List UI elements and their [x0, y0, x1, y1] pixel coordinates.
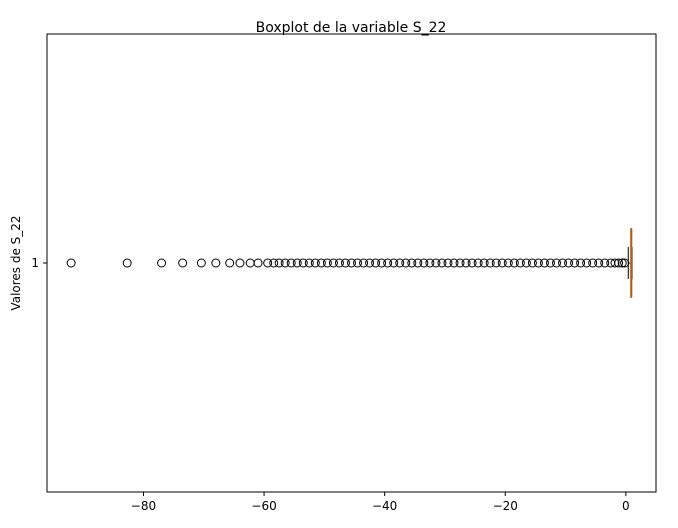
x-tick-label: −80 [131, 499, 156, 513]
outlier-point [389, 258, 399, 268]
outlier-point [473, 258, 483, 268]
outlier-point [157, 258, 167, 268]
outlier-point [600, 258, 610, 268]
outlier-point [328, 258, 338, 268]
y-axis: 1 [31, 256, 47, 270]
outlier-point [235, 258, 245, 268]
outlier-point [310, 258, 320, 268]
outlier-point [582, 258, 592, 268]
outlier-point [292, 258, 302, 268]
chart-title: Boxplot de la variable S_22 [256, 20, 447, 36]
outlier-point [485, 258, 495, 268]
outlier-point [479, 258, 489, 268]
outlier-point [322, 258, 332, 268]
outlier-point [253, 258, 263, 268]
outlier-point [610, 258, 620, 268]
outlier-point [365, 258, 375, 268]
y-tick-label: 1 [31, 256, 39, 270]
outlier-point [545, 258, 555, 268]
outlier-point [620, 258, 630, 268]
outlier-point [491, 258, 501, 268]
outlier-point [340, 258, 350, 268]
outlier-point [558, 258, 568, 268]
x-tick-label: −40 [372, 499, 397, 513]
outlier-point [503, 258, 513, 268]
outlier-point [467, 258, 477, 268]
x-tick-label: −20 [493, 499, 518, 513]
outlier-point [431, 258, 441, 268]
outlier-point [527, 258, 537, 268]
outlier-point [298, 258, 308, 268]
outlier-point [614, 258, 624, 268]
outlier-point [617, 258, 627, 268]
outlier-point [425, 258, 435, 268]
outlier-point [304, 258, 314, 268]
outlier-point [347, 258, 356, 268]
outlier-point [353, 258, 363, 268]
outlier-point [178, 258, 188, 268]
outlier-point [443, 258, 453, 268]
outlier-point [509, 258, 519, 268]
outlier-point [359, 258, 369, 268]
outlier-point [225, 258, 235, 268]
outlier-point [552, 258, 562, 268]
outlier-point [280, 258, 290, 268]
outlier-point [533, 258, 543, 268]
x-axis: −80 −60 −40 −20 0 [131, 492, 630, 513]
outlier-point [316, 258, 326, 268]
outlier-point [211, 258, 221, 268]
outlier-point [576, 258, 586, 268]
outlier-point [245, 258, 255, 268]
x-tick-label: −60 [251, 499, 276, 513]
outlier-point [419, 258, 429, 268]
outlier-point [66, 258, 76, 268]
outlier-point [274, 258, 284, 268]
outlier-point [449, 258, 459, 268]
x-tick-label: 0 [622, 499, 630, 513]
outlier-point [564, 258, 574, 268]
outlier-point [407, 258, 417, 268]
outlier-point [570, 258, 580, 268]
outlier-point [497, 258, 507, 268]
outlier-point [371, 258, 381, 268]
outlier-point [196, 258, 206, 268]
outlier-point [588, 258, 598, 268]
outlier-point [334, 258, 344, 268]
outlier-point [413, 258, 423, 268]
y-axis-label: Valores de S_22 [9, 215, 23, 310]
outlier-point [122, 258, 132, 268]
outlier-point [594, 258, 604, 268]
outlier-point [539, 258, 549, 268]
outlier-point [286, 258, 296, 268]
outlier-point [515, 258, 525, 268]
outlier-point [383, 258, 393, 268]
outlier-point [377, 258, 387, 268]
outlier-point [437, 258, 447, 268]
outlier-point [263, 258, 273, 268]
outlier-point [395, 258, 405, 268]
outlier-point [461, 258, 471, 268]
outlier-point [269, 258, 279, 268]
outlier-point [401, 258, 411, 268]
outlier-point [521, 258, 531, 268]
outlier-point [455, 258, 465, 268]
outlier-layer [66, 258, 630, 268]
